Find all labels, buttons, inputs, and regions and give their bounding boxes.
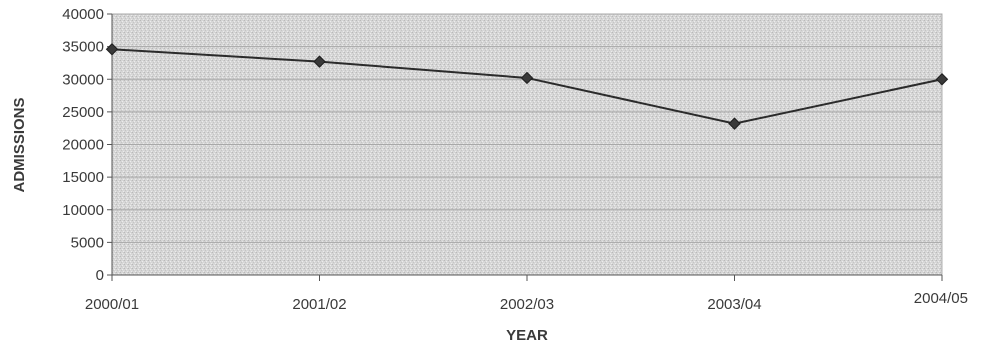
y-tick-label: 25000 <box>62 104 104 121</box>
y-tick-label: 20000 <box>62 137 104 154</box>
y-tick-label: 0 <box>96 267 104 284</box>
y-tick-label: 5000 <box>71 234 104 251</box>
y-tick-label: 15000 <box>62 169 104 186</box>
y-tick-label: 30000 <box>62 71 104 88</box>
x-tick-label: 2003/04 <box>707 296 761 313</box>
x-tick-label: 2000/01 <box>85 296 139 313</box>
x-tick-label: 2001/02 <box>292 296 346 313</box>
data-point-2001-02 <box>313 55 326 68</box>
y-tick-label: 35000 <box>62 39 104 56</box>
data-point-2004-05 <box>935 73 949 86</box>
x-tick-label: 2004/05 <box>914 290 968 307</box>
series-admissions <box>105 43 949 130</box>
data-point-2003-04 <box>728 117 741 130</box>
data-point-2002-03 <box>520 71 534 85</box>
y-tick-label: 40000 <box>62 6 104 23</box>
x-tick-labels: 2000/01 2001/02 2002/03 2003/04 2004/05 <box>85 290 968 313</box>
y-axis-title: ADMISSIONS <box>11 97 28 192</box>
axes <box>107 13 943 281</box>
y-tick-labels: 0 5000 10000 15000 20000 25000 30000 35000 40000 <box>62 6 104 284</box>
x-tick-label: 2002/03 <box>500 296 554 313</box>
data-point-2000-01 <box>105 43 119 56</box>
x-axis-title: YEAR <box>506 327 548 344</box>
y-tick-label: 10000 <box>62 202 104 219</box>
